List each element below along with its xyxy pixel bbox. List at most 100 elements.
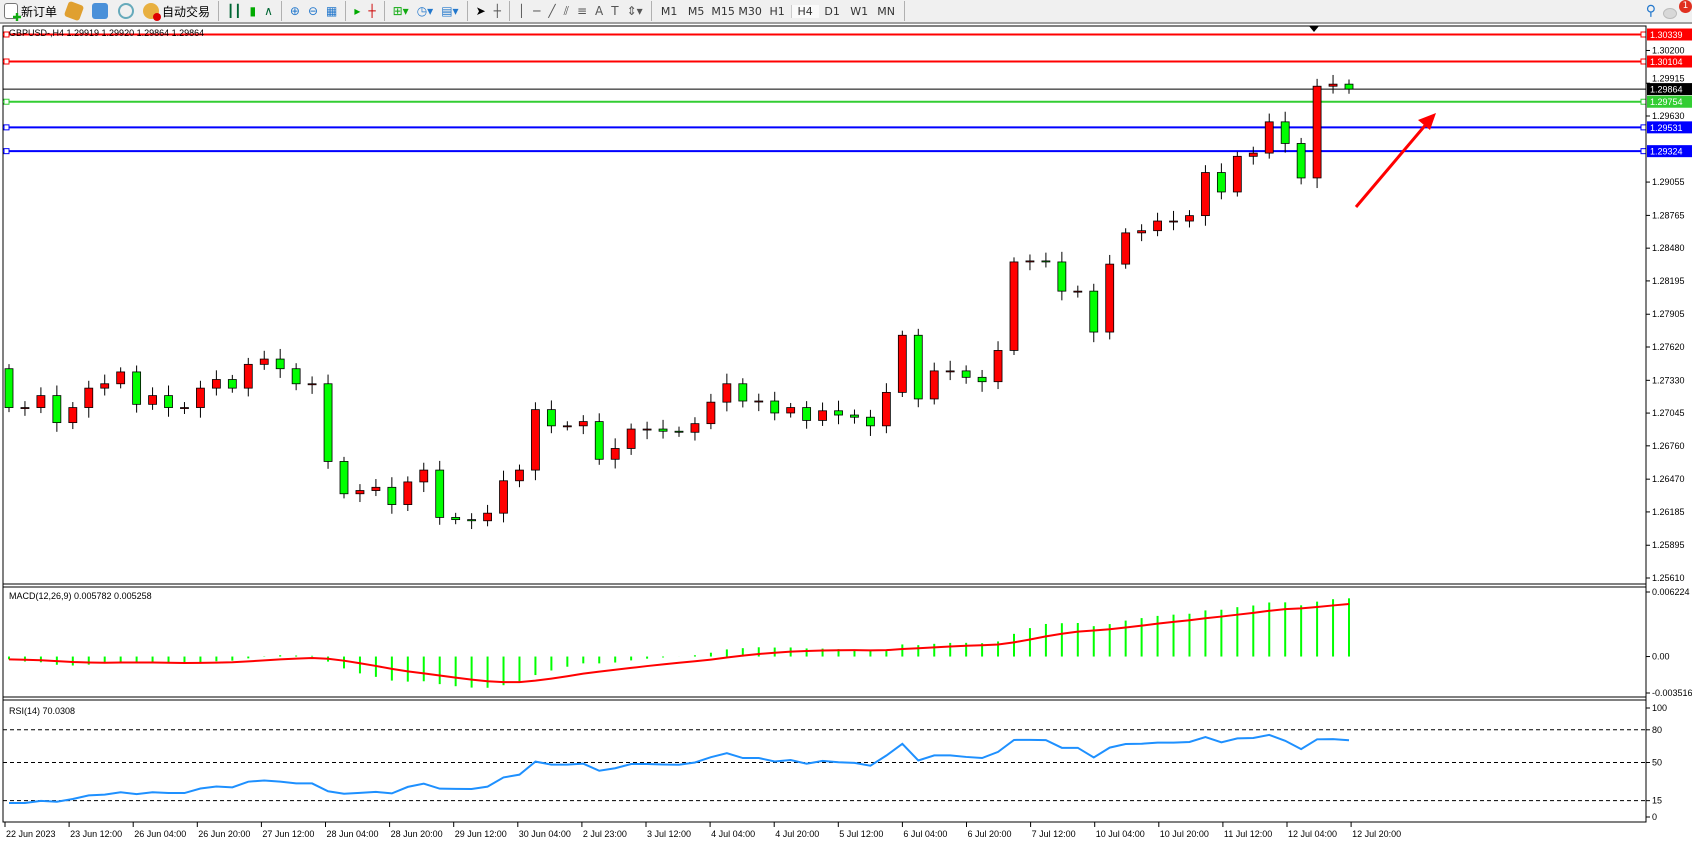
candle xyxy=(339,456,349,499)
candlestick-chart-icon[interactable]: ▮ xyxy=(249,4,257,18)
candle xyxy=(993,341,1003,390)
timeframe-m30[interactable]: M30 xyxy=(738,4,762,18)
candle-body xyxy=(323,383,333,462)
auto-scroll-icon[interactable]: ▸ xyxy=(354,4,361,18)
search-icon[interactable]: ⚲ xyxy=(1645,3,1656,19)
chart-shift-icon[interactable]: ┼ xyxy=(368,4,376,18)
vertical-line-icon[interactable]: │ xyxy=(517,4,526,18)
crosshair-icon[interactable]: ┼ xyxy=(493,4,501,18)
time-tick-label: 6 Jul 20:00 xyxy=(968,829,1012,839)
candle xyxy=(834,400,843,425)
toolbar-divider xyxy=(903,1,905,21)
candle-body xyxy=(658,428,668,432)
candle xyxy=(1328,74,1338,94)
chart-shift-marker[interactable] xyxy=(1309,26,1319,32)
candle-body xyxy=(164,395,173,408)
cursor-icon[interactable]: ➤ xyxy=(475,4,486,18)
rsi-label: RSI(14) 70.0308 xyxy=(9,706,75,716)
rsi-panel: 100 80 50 15 0 xyxy=(3,703,1667,822)
timeframe-mn[interactable]: MN xyxy=(877,4,895,18)
candle-body xyxy=(355,490,365,495)
candle-body xyxy=(1296,143,1306,179)
candle xyxy=(610,438,620,469)
price-level-value: 1.29324 xyxy=(1650,147,1683,157)
candle xyxy=(626,423,636,455)
candle-body xyxy=(403,481,413,505)
candle-body xyxy=(674,430,684,433)
zoom-in-icon[interactable]: ⊕ xyxy=(289,4,300,18)
candle-body xyxy=(531,409,540,471)
timeframe-d1[interactable]: D1 xyxy=(824,4,840,18)
zoom-out-icon[interactable]: ⊖ xyxy=(307,4,319,18)
candle xyxy=(387,477,397,514)
candle-body xyxy=(1009,261,1019,351)
candle xyxy=(802,401,812,429)
auto-trading-button[interactable]: 自动交易 xyxy=(139,0,214,22)
time-axis: 22 Jun 2023 23 Jun 12:00 26 Jun 04:00 26 Ju… xyxy=(4,822,1401,839)
candle xyxy=(1312,78,1322,189)
text-icon[interactable]: A xyxy=(595,4,604,18)
timeframe-m1[interactable]: M1 xyxy=(660,4,678,18)
line-chart-icon[interactable]: ∧ xyxy=(264,4,273,18)
price-tick-label: 1.27620 xyxy=(1652,342,1685,352)
red-arrow-annotation[interactable] xyxy=(1354,113,1436,208)
rsi-tick-label: 50 xyxy=(1652,758,1662,768)
trendline-icon[interactable]: ╱ xyxy=(548,4,556,18)
auto-trading-icon xyxy=(143,3,162,21)
time-tick-label: 28 Jun 20:00 xyxy=(391,829,443,839)
chart-title: GBPUSD-,H4 1.29919 1.29920 1.29864 1.298… xyxy=(9,28,204,38)
candle xyxy=(1248,146,1258,165)
candle-body xyxy=(770,400,780,414)
signals-icon[interactable] xyxy=(118,3,135,19)
indicators-icon[interactable]: ⊞▾ xyxy=(392,4,409,18)
candle-body xyxy=(1216,172,1226,193)
arrows-icon[interactable]: ⇕▾ xyxy=(626,4,643,18)
templates-icon[interactable]: ▤▾ xyxy=(441,4,459,18)
candle-body xyxy=(291,368,301,385)
time-tick-label: 4 Jul 20:00 xyxy=(775,829,819,839)
timeframe-h1[interactable]: H1 xyxy=(769,4,785,18)
price-tick-label: 1.27045 xyxy=(1652,408,1685,418)
candle-body xyxy=(1344,83,1354,90)
candle xyxy=(291,363,301,391)
candle xyxy=(275,348,285,378)
candle xyxy=(403,476,413,511)
equidistant-channel-icon[interactable]: ⫽ xyxy=(563,3,569,18)
timeframe-w1[interactable]: W1 xyxy=(850,4,869,18)
candle xyxy=(371,479,381,497)
candle-body xyxy=(243,363,253,389)
bar-chart-icon[interactable]: ┃┃ xyxy=(227,4,242,18)
navigator-icon[interactable] xyxy=(92,3,109,19)
candle-body xyxy=(467,519,477,522)
candle xyxy=(1296,137,1306,185)
horizontal-line-icon[interactable]: ─ xyxy=(533,4,541,18)
candle-body xyxy=(1169,220,1178,223)
new-order-button[interactable]: 新订单 xyxy=(0,0,61,22)
candle xyxy=(148,387,157,410)
price-tick-label: 1.30200 xyxy=(1652,45,1685,55)
price-tick-label: 1.27330 xyxy=(1652,375,1685,385)
notifications-button[interactable]: 1 xyxy=(1660,0,1692,22)
candle xyxy=(562,421,572,431)
market-watch-icon[interactable] xyxy=(63,0,85,22)
candle-body xyxy=(690,423,700,433)
candle xyxy=(419,462,429,493)
fibonacci-icon[interactable]: ≡ xyxy=(576,4,587,18)
price-chart[interactable]: 1.30200 1.29915 1.29630 1.29055 1.28765 1.284… xyxy=(0,24,1692,847)
rsi-tick-label: 0 xyxy=(1652,812,1657,822)
toolbar-divider xyxy=(218,1,220,21)
text-label-icon[interactable]: T xyxy=(611,4,619,18)
timeframe-m5[interactable]: M5 xyxy=(687,4,705,18)
tile-windows-icon[interactable]: ▦ xyxy=(326,4,338,18)
candle-body xyxy=(100,383,110,389)
candle-body xyxy=(1025,260,1035,263)
candle-body xyxy=(451,517,461,521)
candle-body xyxy=(227,379,237,389)
candle xyxy=(1185,210,1194,228)
candle xyxy=(1041,252,1051,268)
candle-body xyxy=(1280,121,1290,144)
timeframe-m15[interactable]: M15 xyxy=(711,4,735,18)
candle xyxy=(1216,163,1226,200)
timeframe-h4[interactable]: H4 xyxy=(790,4,819,18)
periods-clock-icon[interactable]: ◷▾ xyxy=(416,4,434,18)
